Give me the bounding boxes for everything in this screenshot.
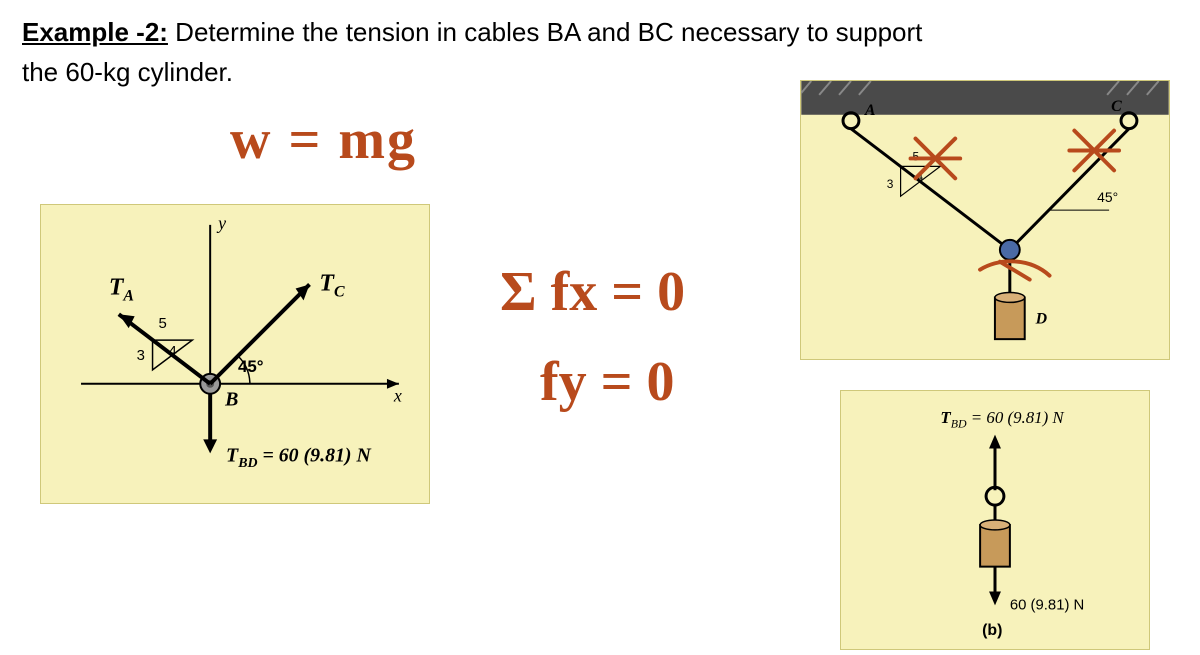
- TBD-label: TBD = 60 (9.81) N: [226, 444, 371, 471]
- ring-fbd-panel: TBD = 60 (9.81) N 60 (9.81) N (b): [840, 390, 1150, 650]
- ring-caption: (b): [982, 622, 1002, 639]
- handwrite-w-equals-mg: w = mg: [230, 108, 417, 172]
- handwrite-sum-fy: fy = 0: [540, 350, 675, 414]
- angle-45: 45°: [238, 357, 264, 376]
- tri-3: 3: [137, 348, 145, 364]
- fbd-svg: x y B TA 3 4 5 TC 45° TBD = 60 (9.81) N: [41, 205, 429, 503]
- TA-label: TA: [109, 274, 134, 304]
- example-label: Example -2:: [22, 17, 168, 47]
- tri-5: 5: [159, 316, 167, 332]
- scene-panel: A C 3 4 5 45° D: [800, 80, 1170, 360]
- handwrite-sum-fx: Σ fx = 0: [500, 260, 685, 324]
- tri-4: 4: [168, 344, 176, 360]
- fbd-panel: x y B TA 3 4 5 TC 45° TBD = 60 (9.81) N: [40, 204, 430, 504]
- problem-line1: Determine the tension in cables BA and B…: [168, 17, 922, 47]
- ring-tbd: TBD = 60 (9.81) N: [940, 408, 1065, 431]
- ring-fbd-svg: TBD = 60 (9.81) N 60 (9.81) N (b): [841, 391, 1149, 649]
- joint-B-label: B: [224, 389, 238, 411]
- TC-label: TC: [319, 270, 345, 300]
- axis-x-label: x: [393, 386, 402, 406]
- problem-line2: the 60-kg cylinder.: [22, 57, 233, 87]
- axis-y-label: y: [216, 213, 226, 233]
- scribble-overlay: [801, 81, 1169, 359]
- ring-weight: 60 (9.81) N: [1010, 597, 1084, 613]
